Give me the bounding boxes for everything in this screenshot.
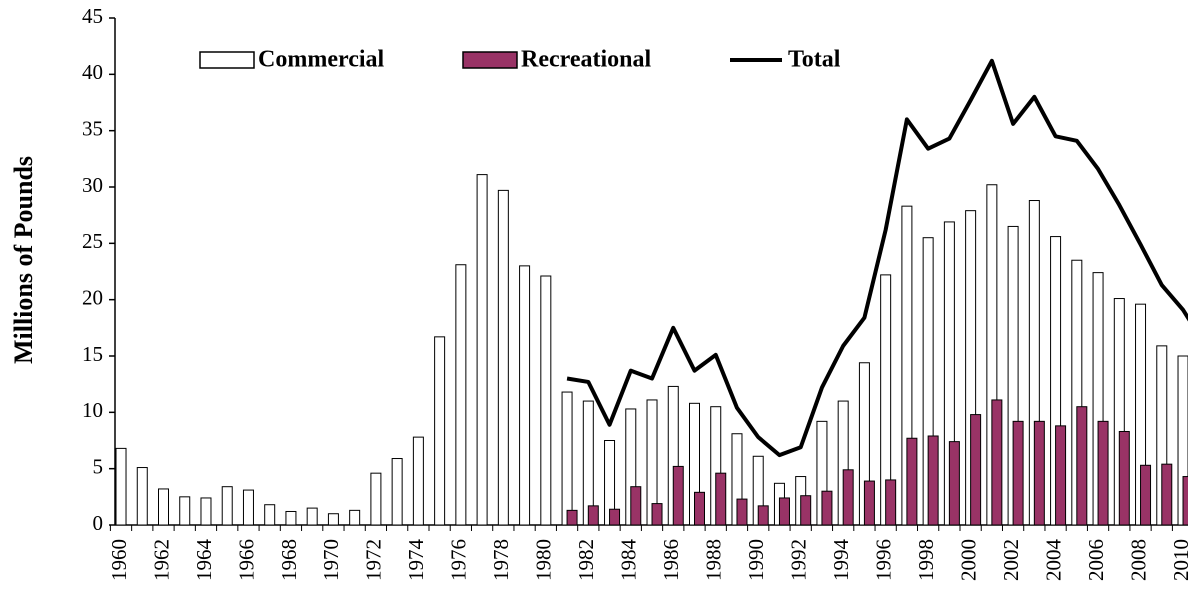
bar bbox=[1140, 464, 1152, 526]
x-tick-label: 2004 bbox=[1041, 539, 1065, 582]
bar bbox=[455, 264, 467, 526]
x-tick-label: 1966 bbox=[234, 539, 258, 581]
bar bbox=[842, 469, 854, 526]
bar bbox=[327, 513, 339, 526]
y-tick-label: 0 bbox=[93, 511, 104, 535]
x-tick-label: 1970 bbox=[319, 539, 343, 581]
bar bbox=[1161, 463, 1173, 526]
x-tick-label: 1972 bbox=[362, 539, 386, 581]
bar bbox=[242, 489, 254, 526]
bar bbox=[566, 509, 578, 526]
bar bbox=[519, 265, 531, 526]
bar bbox=[1055, 425, 1067, 526]
bar bbox=[285, 510, 297, 526]
bar bbox=[587, 505, 599, 526]
x-tick-label: 1988 bbox=[702, 539, 726, 581]
x-tick-label: 2002 bbox=[999, 539, 1023, 581]
legend-label: Recreational bbox=[521, 47, 652, 73]
y-tick-label: 15 bbox=[82, 342, 103, 366]
bar bbox=[630, 486, 642, 526]
bar bbox=[200, 497, 212, 526]
legend-label: Commercial bbox=[258, 47, 385, 73]
bar bbox=[715, 472, 727, 526]
bar bbox=[391, 458, 403, 526]
bar bbox=[561, 391, 573, 526]
bar bbox=[927, 435, 939, 526]
bar bbox=[800, 495, 812, 526]
x-tick-label: 1974 bbox=[404, 539, 428, 582]
bar bbox=[736, 498, 748, 526]
bar bbox=[476, 174, 488, 526]
y-tick-label: 30 bbox=[82, 173, 103, 197]
x-tick-label: 1998 bbox=[914, 539, 938, 581]
bar bbox=[434, 336, 446, 526]
bar bbox=[672, 465, 684, 526]
x-tick-label: 1994 bbox=[829, 539, 853, 582]
x-tick-label: 1992 bbox=[787, 539, 811, 581]
x-tick-label: 1982 bbox=[574, 539, 598, 581]
bar bbox=[306, 507, 318, 526]
bar bbox=[264, 504, 276, 526]
x-tick-label: 1980 bbox=[532, 539, 556, 581]
x-tick-label: 2006 bbox=[1084, 539, 1108, 581]
bar bbox=[651, 503, 663, 526]
bar bbox=[497, 189, 509, 526]
x-tick-label: 1978 bbox=[489, 539, 513, 581]
x-tick-label: 1976 bbox=[447, 539, 471, 581]
bar bbox=[1076, 406, 1088, 526]
x-tick-label: 1996 bbox=[871, 539, 895, 581]
bar bbox=[1033, 420, 1045, 526]
legend-swatch bbox=[199, 51, 255, 69]
bar bbox=[991, 399, 1003, 526]
bar bbox=[1118, 430, 1130, 526]
y-tick-label: 10 bbox=[82, 398, 103, 422]
y-tick-label: 20 bbox=[82, 285, 103, 309]
x-tick-label: 1962 bbox=[149, 539, 173, 581]
bar bbox=[906, 437, 918, 526]
bar bbox=[370, 472, 382, 526]
x-tick-label: 1968 bbox=[277, 539, 301, 581]
bar bbox=[179, 496, 191, 526]
bar bbox=[863, 480, 875, 526]
bar bbox=[540, 275, 552, 526]
line bbox=[566, 58, 1188, 458]
x-tick-label: 2010 bbox=[1169, 539, 1188, 581]
bar bbox=[412, 436, 424, 526]
x-tick-label: 2000 bbox=[956, 539, 980, 581]
bar bbox=[349, 509, 361, 526]
y-axis-label: Millions of Pounds bbox=[9, 156, 38, 364]
bar bbox=[609, 508, 621, 526]
bar bbox=[757, 505, 769, 526]
y-tick-label: 45 bbox=[82, 4, 103, 28]
bar bbox=[694, 491, 705, 526]
legend-label: Total bbox=[788, 47, 841, 73]
bar bbox=[158, 488, 169, 526]
legend-swatch bbox=[462, 51, 518, 69]
bar bbox=[970, 414, 982, 526]
bar bbox=[821, 490, 833, 526]
bar bbox=[1012, 420, 1024, 526]
x-tick-label: 1984 bbox=[617, 539, 641, 582]
bar bbox=[948, 441, 960, 526]
x-tick-label: 1964 bbox=[192, 539, 216, 582]
y-tick-label: 35 bbox=[82, 116, 103, 140]
y-tick-label: 25 bbox=[82, 229, 103, 253]
bar bbox=[136, 467, 148, 526]
bar bbox=[221, 486, 233, 526]
x-tick-label: 1960 bbox=[107, 539, 131, 581]
x-tick-label: 1990 bbox=[744, 539, 768, 581]
bar bbox=[778, 497, 790, 526]
bar bbox=[1182, 476, 1188, 526]
y-tick-label: 5 bbox=[93, 454, 104, 478]
bar bbox=[1097, 420, 1109, 526]
bar bbox=[885, 479, 897, 526]
y-tick-label: 40 bbox=[82, 60, 103, 84]
bar bbox=[115, 447, 127, 526]
x-tick-label: 2008 bbox=[1126, 539, 1150, 581]
x-tick-label: 1986 bbox=[659, 539, 683, 581]
